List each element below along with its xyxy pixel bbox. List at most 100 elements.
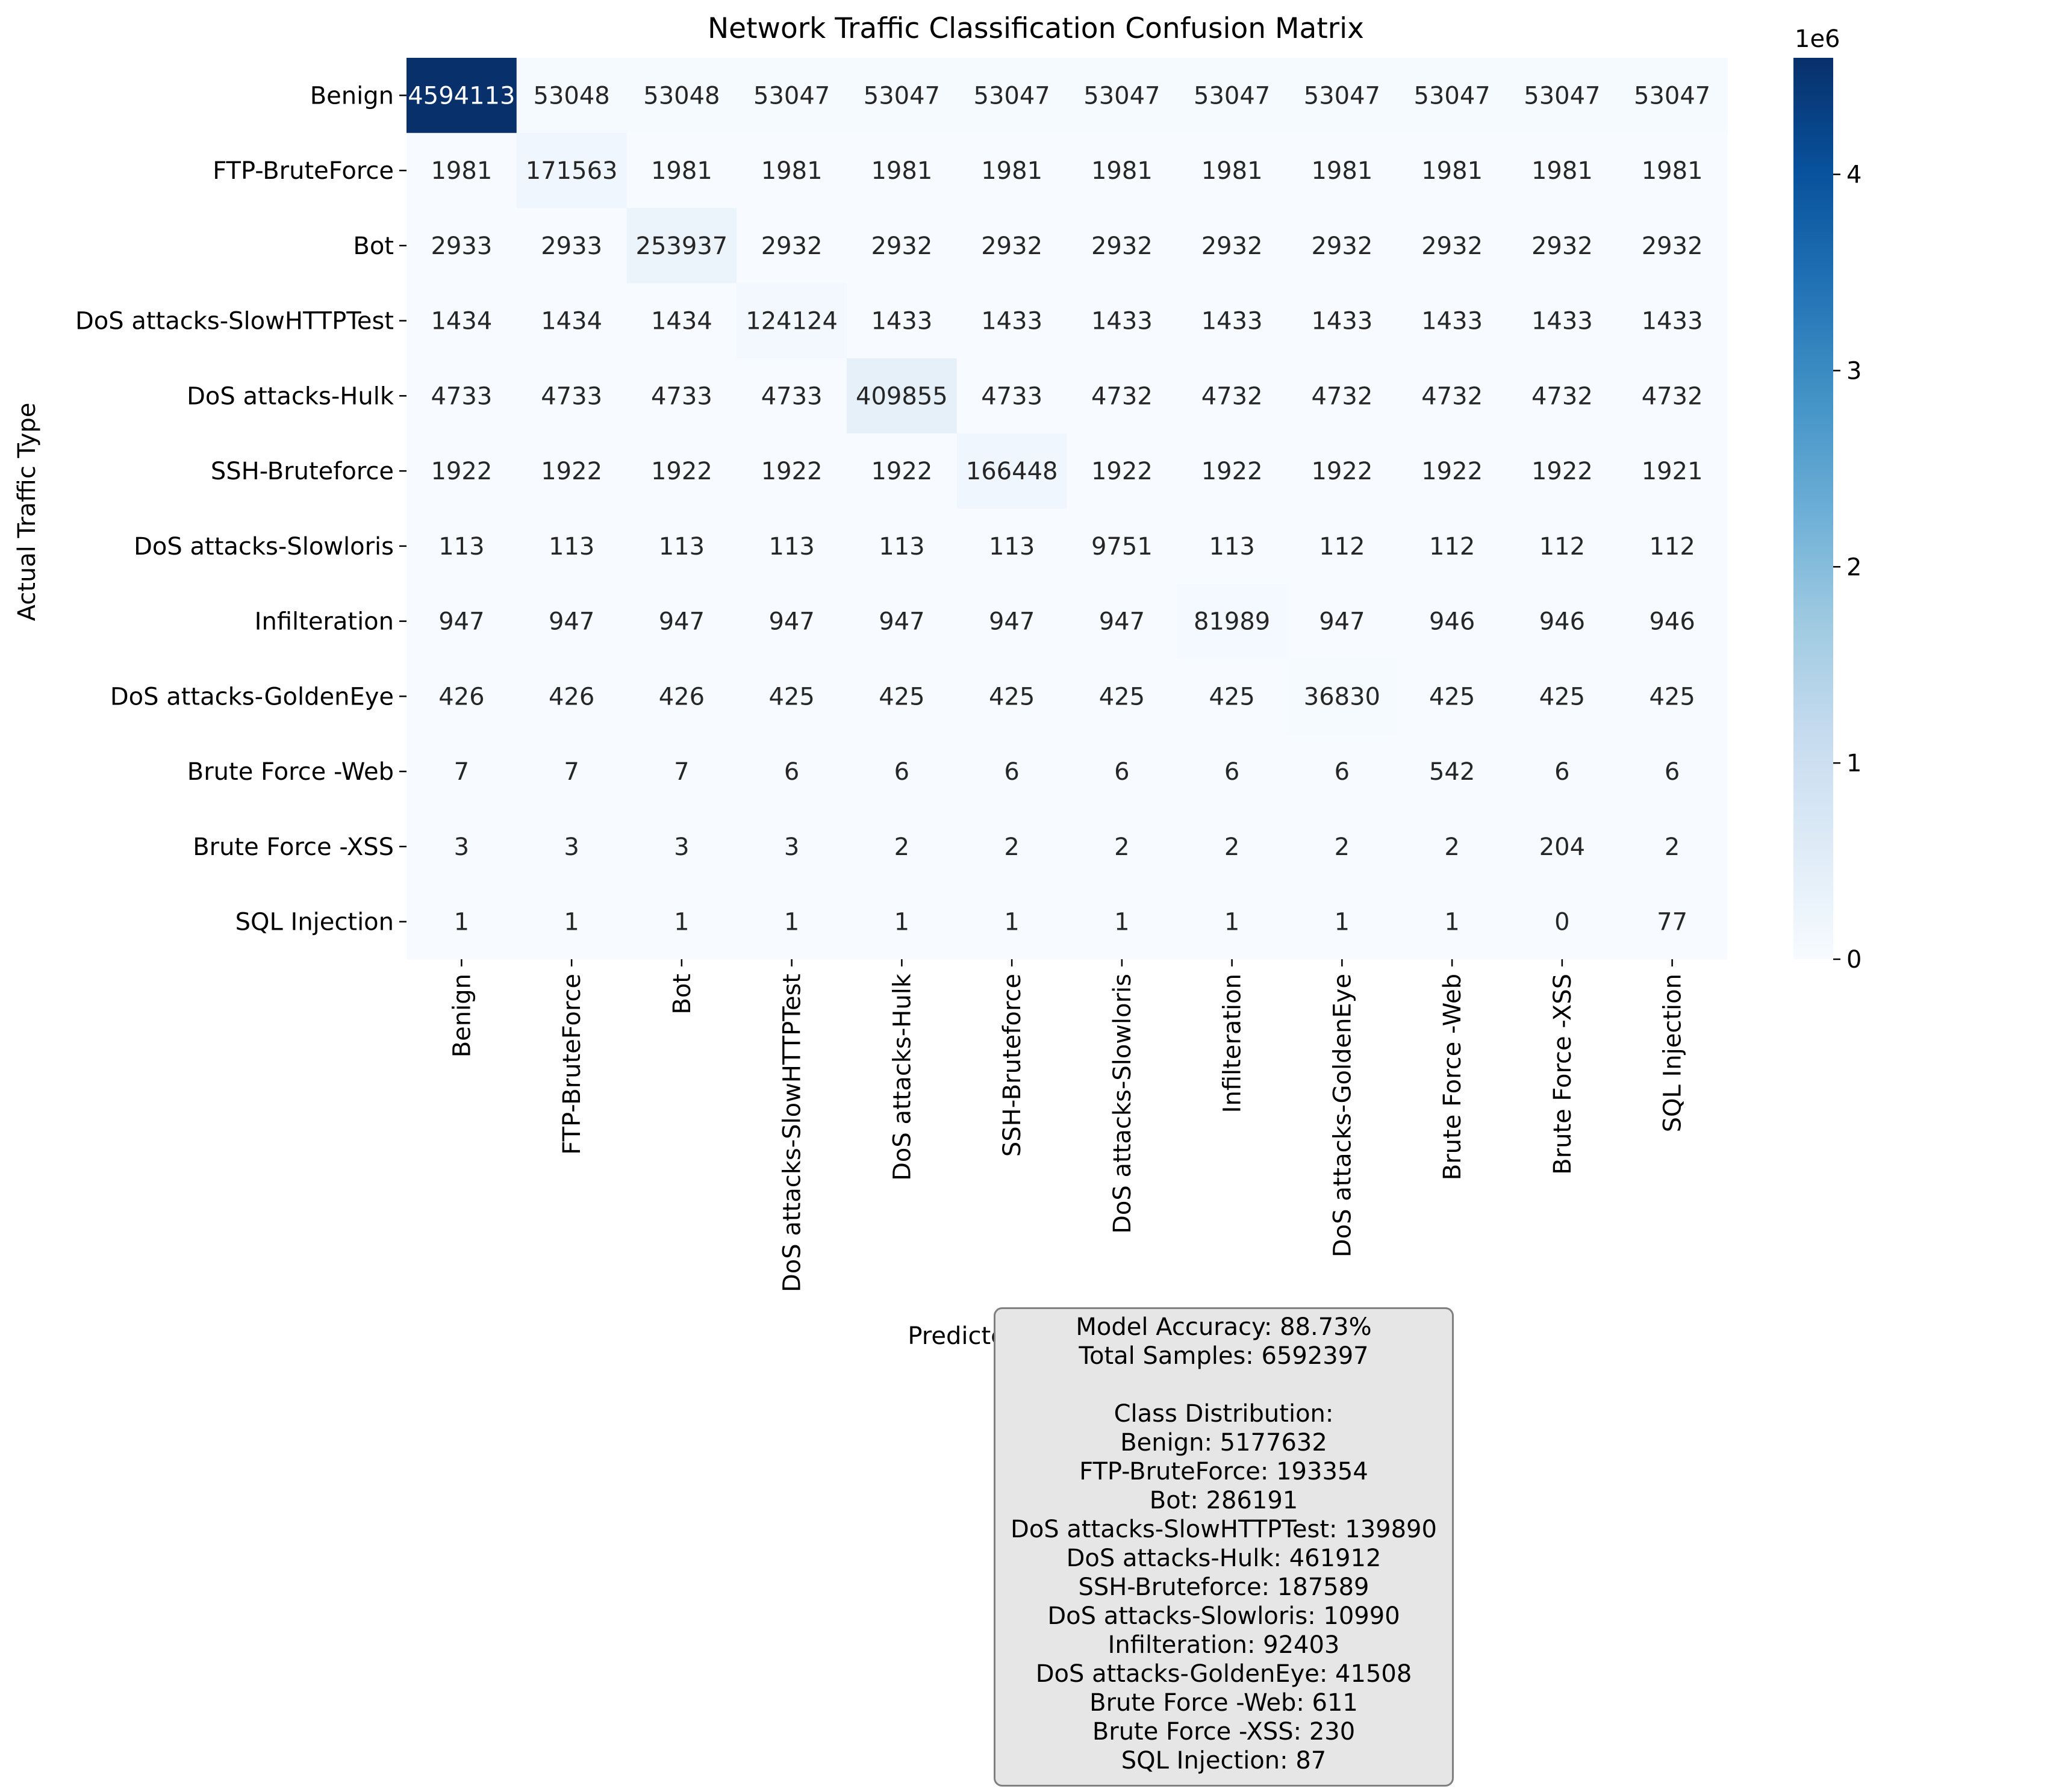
y-tick-label: Infilteration — [255, 608, 394, 636]
class-distribution-item: Benign: 5177632 — [1120, 1429, 1327, 1457]
class-distribution-item: Brute Force -XSS: 230 — [1092, 1718, 1356, 1746]
cell-value-label: 53048 — [643, 82, 720, 110]
class-distribution-item: Brute Force -Web: 611 — [1089, 1689, 1358, 1717]
cell-value-label: 426 — [659, 683, 705, 711]
cell-value-label: 2 — [1665, 833, 1680, 861]
heatmap-cell — [847, 132, 958, 209]
heatmap-cell — [1617, 58, 1728, 134]
cell-value-label: 947 — [879, 608, 924, 636]
cell-value-label: 53047 — [1194, 82, 1270, 110]
class-distribution-item: SSH-Bruteforce: 187589 — [1078, 1573, 1369, 1601]
cell-value-label: 542 — [1429, 758, 1475, 786]
heatmap-cell — [1397, 809, 1508, 885]
cell-value-label: 1 — [894, 909, 909, 936]
heatmap-cell — [737, 583, 847, 659]
heatmap-cell — [1507, 433, 1618, 509]
heatmap-cell — [407, 58, 517, 134]
cell-value-label: 1981 — [431, 157, 492, 185]
heatmap-cell — [847, 884, 958, 960]
cell-value-label: 1922 — [1421, 458, 1483, 485]
heatmap-cell — [1617, 433, 1728, 509]
cell-value-label: 2 — [1114, 833, 1129, 861]
heatmap-cell — [1067, 283, 1177, 359]
heatmap-cell — [626, 132, 737, 209]
class-distribution-heading: Class Distribution: — [1114, 1400, 1334, 1428]
heatmap-cell — [1507, 733, 1618, 810]
cell-value-label: 1 — [564, 909, 579, 936]
heatmap-cell — [1507, 809, 1618, 885]
heatmap-cell — [1177, 58, 1288, 134]
class-distribution-item: DoS attacks-Hulk: 461912 — [1066, 1545, 1382, 1572]
heatmap-cell — [1287, 433, 1398, 509]
heatmap-cell — [407, 208, 517, 284]
class-distribution-item: FTP-BruteForce: 193354 — [1079, 1458, 1368, 1486]
heatmap-cell — [1287, 733, 1398, 810]
cell-value-label: 6 — [784, 758, 799, 786]
cell-value-label: 2933 — [541, 232, 602, 260]
y-tick-label: DoS attacks-Slowloris — [134, 533, 394, 561]
heatmap-cell — [737, 433, 847, 509]
x-tick-label: DoS attacks-SlowHTTPTest — [779, 974, 806, 1292]
cell-value-label: 2 — [894, 833, 909, 861]
heatmap-cell — [407, 809, 517, 885]
cell-value-label: 947 — [768, 608, 814, 636]
heatmap-cell — [1177, 733, 1288, 810]
cell-value-label: 946 — [1429, 608, 1475, 636]
heatmap-cell — [847, 508, 958, 584]
heatmap-cell — [1397, 433, 1508, 509]
heatmap-cell — [1397, 884, 1508, 960]
heatmap-cell — [407, 358, 517, 434]
heatmap-cell — [516, 283, 628, 359]
heatmap-cell — [1617, 358, 1728, 434]
model-summary-box: Model Accuracy: 88.73% Total Samples: 65… — [994, 1307, 1454, 1787]
cell-value-label: 7 — [454, 758, 469, 786]
cell-value-label: 2932 — [1091, 232, 1153, 260]
cell-value-label: 6 — [1335, 758, 1350, 786]
heatmap-cell — [1507, 659, 1618, 735]
heatmap-cell — [1397, 283, 1508, 359]
heatmap-cell — [1177, 132, 1288, 209]
heatmap-cell — [847, 283, 958, 359]
heatmap-cell — [737, 283, 847, 359]
cell-value-label: 6 — [1114, 758, 1129, 786]
heatmap-cell — [1287, 283, 1398, 359]
heatmap-cell — [1287, 659, 1398, 735]
heatmap-cell — [1177, 508, 1288, 584]
colorbar-tick-label: 0 — [1846, 946, 1861, 974]
heatmap-cell — [1067, 508, 1177, 584]
colorbar-offset-label: 1e6 — [1795, 25, 1840, 53]
cell-value-label: 113 — [659, 533, 705, 561]
cell-value-label: 81989 — [1194, 608, 1270, 636]
heatmap-cell — [516, 809, 628, 885]
heatmap-cell — [407, 659, 517, 735]
cell-value-label: 112 — [1319, 533, 1365, 561]
heatmap-cell — [1177, 358, 1288, 434]
cell-value-label: 425 — [1209, 683, 1254, 711]
heatmap-cell — [1397, 358, 1508, 434]
heatmap-cell — [1617, 809, 1728, 885]
cell-value-label: 1981 — [1531, 157, 1593, 185]
heatmap-cell — [407, 132, 517, 209]
cell-value-label: 1981 — [871, 157, 932, 185]
heatmap-cell — [1287, 358, 1398, 434]
heatmap-cell — [1067, 132, 1177, 209]
heatmap-cell — [1067, 809, 1177, 885]
cell-value-label: 946 — [1539, 608, 1585, 636]
heatmap-cell — [1287, 58, 1398, 134]
heatmap-cell — [956, 132, 1068, 209]
cell-value-label: 425 — [1429, 683, 1475, 711]
cell-value-label: 2 — [1335, 833, 1350, 861]
heatmap-cell — [626, 58, 737, 134]
cell-value-label: 1433 — [871, 308, 932, 335]
heatmap-cell — [1177, 884, 1288, 960]
heatmap-cell — [1617, 132, 1728, 209]
heatmap-cell — [737, 733, 847, 810]
heatmap-cell — [847, 733, 958, 810]
cell-value-label: 1 — [1224, 909, 1239, 936]
heatmap-cell — [737, 358, 847, 434]
cell-value-label: 3 — [564, 833, 579, 861]
cell-value-label: 53047 — [1414, 82, 1491, 110]
cell-value-label: 124124 — [746, 308, 838, 335]
heatmap-cell — [1617, 508, 1728, 584]
cell-value-label: 425 — [1649, 683, 1695, 711]
